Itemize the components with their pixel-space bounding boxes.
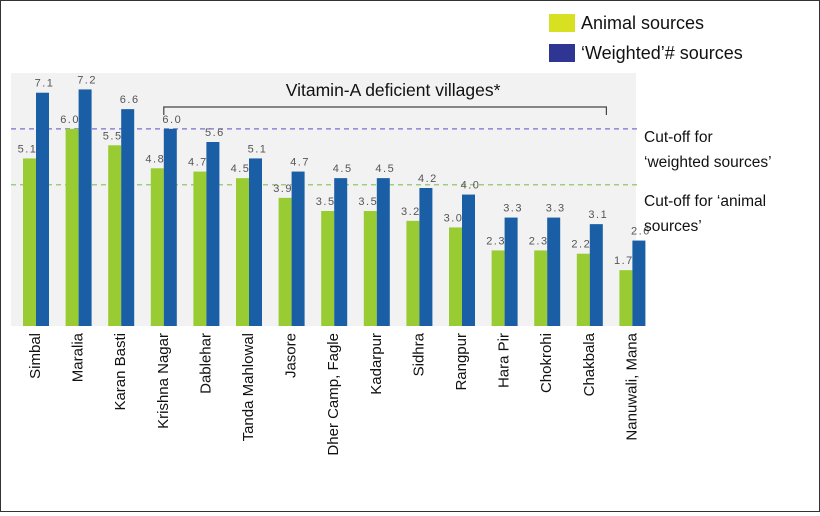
bar-animal-13 [576,253,590,326]
value-label-animal-11: 2.3 [486,235,506,247]
value-label-animal-0: 5.1 [18,143,38,155]
x-tick-label-6: Jasore [283,333,300,378]
bar-weighted-3 [163,128,177,326]
bar-weighted-4 [206,142,220,326]
x-tick-label-14: Nanuwali, Mana [623,332,640,440]
value-labels: 5.1 7.1 6.0 7.2 5.5 6.6 4.8 6.0 4.7 5.6 4.5 5.1 3.9 4… [18,74,651,267]
bar-weighted-0 [36,92,49,326]
value-label-animal-3: 4.8 [145,153,165,165]
value-label-animal-9: 3.2 [401,206,421,218]
value-label-animal-10: 3.0 [444,212,464,224]
cutoff-labels: Cut-off for ‘weighted sources’ Cut-off for… [644,129,772,235]
bar-animal-14 [619,270,633,326]
value-label-weighted-11: 3.3 [503,203,523,215]
legend-swatch-1 [549,44,575,62]
value-label-weighted-7: 4.5 [333,163,353,175]
bar-animal-9 [406,220,420,326]
deficient-villages-bracket: Vitamin-A deficient villages* [163,80,607,115]
bar-weighted-10 [462,194,475,326]
x-tick-label-11: Hara Pir [496,333,513,388]
cutoff-label-0-line2: ‘weighted sources’ [644,154,772,171]
x-tick-label-2: Karan Basti [112,333,129,411]
value-label-animal-2: 5.5 [103,130,123,142]
value-label-animal-13: 2.2 [571,239,591,251]
x-tick-label-3: Krishna Nagar [155,333,172,429]
value-label-weighted-10: 4.0 [461,180,481,192]
bar-animal-11 [491,250,505,326]
bar-animal-5 [236,178,249,326]
x-tick-label-4: Dablehar [197,333,214,394]
bar-weighted-8 [376,178,390,326]
bars [23,89,646,327]
cutoff-label-1-line1: Cut-off for ‘animal [644,193,766,210]
bar-animal-2 [108,145,122,326]
bar-weighted-9 [419,188,433,326]
x-tick-label-10: Rangpur [453,333,470,391]
value-label-weighted-6: 4.7 [290,157,310,169]
bar-weighted-7 [334,178,348,326]
value-label-weighted-12: 3.3 [546,203,566,215]
x-tick-label-9: Sidhra [410,332,427,376]
bracket-line [163,106,607,115]
value-label-weighted-2: 6.6 [120,94,140,106]
value-label-animal-6: 3.9 [273,183,293,195]
value-label-weighted-1: 7.2 [77,74,97,86]
bar-animal-1 [65,128,79,326]
bar-animal-7 [321,211,335,326]
x-tick-label-7: Dher Camp, Fagle [325,333,342,456]
bar-animal-8 [363,211,377,326]
value-label-weighted-13: 3.1 [588,209,608,221]
value-label-animal-7: 3.5 [316,196,336,208]
bar-animal-10 [449,227,462,326]
bar-weighted-13 [589,224,603,326]
value-label-weighted-14: 2.6 [631,226,651,238]
cutoff-label-0-line1: Cut-off for [644,129,713,146]
value-label-animal-4: 4.7 [188,157,208,169]
value-label-weighted-4: 5.6 [205,127,225,139]
legend: Animal sources ‘Weighted’# sources [549,13,743,63]
x-tick-label-13: Chakbala [581,332,598,396]
bar-animal-3 [150,168,164,326]
bar-animal-6 [278,197,292,326]
bar-weighted-1 [78,89,92,326]
legend-label-0: Animal sources [581,13,704,33]
value-label-weighted-8: 4.5 [375,163,395,175]
value-label-weighted-0: 7.1 [35,78,55,90]
value-label-animal-14: 1.7 [614,255,634,267]
value-label-weighted-9: 4.2 [418,173,438,185]
bar-weighted-6 [291,171,305,326]
bar-animal-12 [534,250,548,326]
bar-weighted-14 [632,240,646,326]
value-label-weighted-5: 5.1 [248,143,268,155]
bar-animal-0 [23,158,36,326]
legend-label-1: ‘Weighted’# sources [581,43,743,63]
x-tick-label-5: Tanda Mahlowal [240,333,257,441]
x-tick-label-1: Maralia [70,332,87,382]
x-tick-label-8: Kadarpur [368,333,385,395]
value-label-animal-12: 2.3 [529,235,549,247]
x-axis-tick-labels: Simbal Maralia Karan Basti Krishna Nagar Dab… [27,332,640,455]
value-label-weighted-3: 6.0 [162,114,182,126]
bar-animal-4 [193,171,207,326]
x-tick-label-0: Simbal [27,333,44,379]
x-tick-label-12: Chokrohi [538,333,555,393]
value-label-animal-1: 6.0 [60,114,80,126]
cutoff-label-1-line2: sources’ [644,218,702,235]
value-label-animal-5: 4.5 [231,163,251,175]
value-label-animal-8: 3.5 [358,196,378,208]
bar-weighted-5 [249,158,262,326]
legend-swatch-0 [549,14,575,32]
bar-weighted-2 [121,109,135,327]
bracket-label: Vitamin-A deficient villages* [286,80,501,100]
bar-weighted-11 [504,217,518,326]
bar-weighted-12 [547,217,561,326]
